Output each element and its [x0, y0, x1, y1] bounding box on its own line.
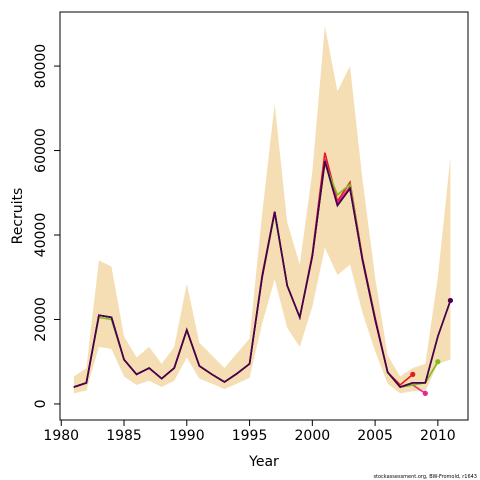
x-tick-label: 1990	[169, 428, 205, 444]
y-tick-label: 60000	[33, 128, 49, 173]
end-marker	[435, 359, 441, 365]
plot-frame	[59, 11, 469, 421]
x-tick-label: 1980	[43, 428, 79, 444]
end-marker	[447, 297, 454, 304]
y-tick-label: 40000	[33, 213, 49, 258]
x-tick-label: 2000	[295, 428, 331, 444]
confidence-band	[73, 25, 451, 394]
y-tick-label: 80000	[33, 44, 49, 89]
x-tick-label: 2005	[357, 428, 393, 444]
y-tick-label: 20000	[33, 297, 49, 342]
x-tick-label: 1985	[106, 428, 142, 444]
y-tick-label: 0	[33, 399, 49, 408]
y-axis-label: Recruits	[10, 188, 26, 245]
end-marker	[422, 390, 428, 396]
x-axis-label: Year	[248, 454, 279, 470]
x-tick-label: 2010	[420, 428, 456, 444]
x-tick-label: 1995	[232, 428, 268, 444]
footnote: stockassessment.org, BW-Fromold, r1643	[373, 474, 477, 480]
series-line	[73, 160, 452, 388]
end-marker	[410, 371, 416, 377]
